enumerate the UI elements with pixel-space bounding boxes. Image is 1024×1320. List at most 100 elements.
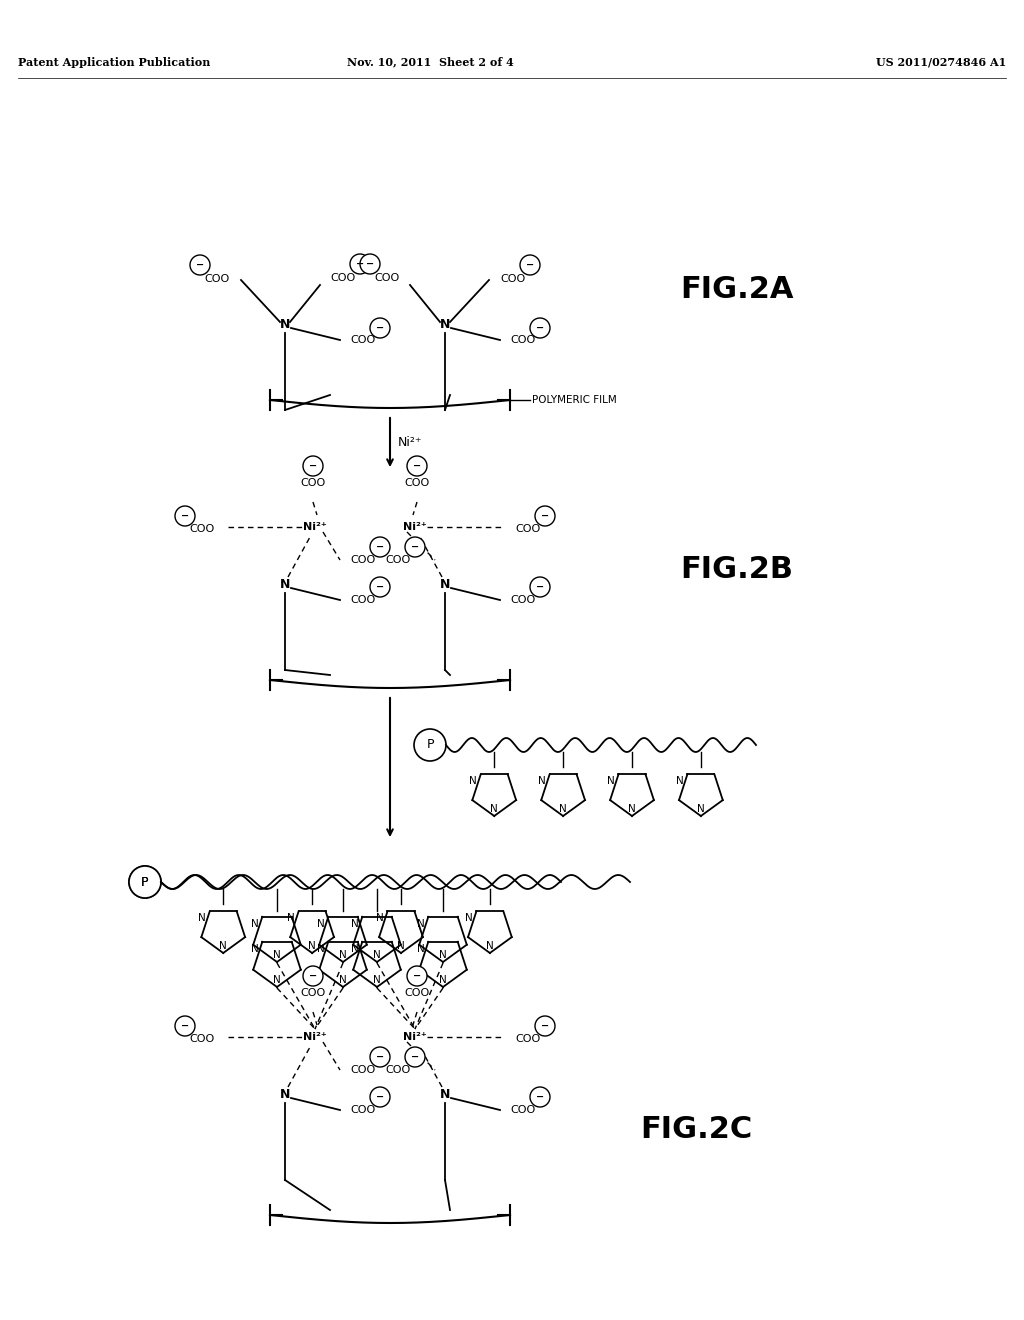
Text: −: − (376, 1052, 384, 1063)
Text: COO: COO (385, 554, 411, 565)
Text: N: N (469, 776, 477, 787)
Text: COO: COO (330, 273, 355, 282)
Text: N: N (697, 804, 705, 814)
Text: N: N (316, 944, 325, 954)
Text: N: N (538, 776, 546, 787)
Text: N: N (280, 578, 290, 591)
Text: −: − (376, 323, 384, 333)
Text: N: N (350, 919, 358, 929)
Circle shape (535, 1016, 555, 1036)
Text: Nov. 10, 2011  Sheet 2 of 4: Nov. 10, 2011 Sheet 2 of 4 (347, 57, 513, 67)
Text: −: − (309, 461, 317, 471)
Text: N: N (490, 804, 498, 814)
Text: N: N (339, 950, 347, 960)
Text: US 2011/0274846 A1: US 2011/0274846 A1 (876, 57, 1006, 67)
Text: N: N (417, 919, 424, 929)
Text: COO: COO (375, 273, 400, 282)
Text: N: N (486, 941, 494, 950)
Text: N: N (607, 776, 614, 787)
Text: COO: COO (205, 275, 230, 284)
Text: N: N (350, 944, 358, 954)
Circle shape (370, 1086, 390, 1107)
Text: N: N (273, 975, 281, 985)
Text: FIG.2B: FIG.2B (680, 556, 793, 585)
Text: COO: COO (350, 595, 375, 605)
Circle shape (530, 1086, 550, 1107)
Text: Ni²⁺: Ni²⁺ (403, 521, 427, 532)
Circle shape (530, 577, 550, 597)
Text: COO: COO (300, 478, 326, 488)
Text: N: N (559, 804, 567, 814)
Text: COO: COO (500, 275, 525, 284)
Circle shape (406, 537, 425, 557)
Text: N: N (316, 919, 325, 929)
Circle shape (129, 866, 161, 898)
Text: −: − (541, 1020, 549, 1031)
Text: −: − (366, 259, 374, 269)
Text: N: N (280, 318, 290, 331)
Text: Ni²⁺: Ni²⁺ (303, 521, 327, 532)
Circle shape (303, 966, 323, 986)
Text: COO: COO (515, 524, 541, 535)
Circle shape (190, 255, 210, 275)
Circle shape (370, 1047, 390, 1067)
Circle shape (407, 455, 427, 477)
Circle shape (520, 255, 540, 275)
Text: −: − (411, 1052, 419, 1063)
Text: −: − (376, 543, 384, 552)
Text: −: − (181, 1020, 189, 1031)
Text: −: − (536, 323, 544, 333)
Text: N: N (439, 950, 446, 960)
Text: COO: COO (510, 595, 536, 605)
Text: Patent Application Publication: Patent Application Publication (18, 57, 210, 67)
Text: N: N (465, 913, 472, 924)
Circle shape (530, 318, 550, 338)
Text: COO: COO (385, 1065, 411, 1074)
Text: N: N (339, 975, 347, 985)
Text: COO: COO (404, 478, 430, 488)
Text: COO: COO (350, 1105, 375, 1115)
Text: FIG.2C: FIG.2C (640, 1115, 753, 1144)
Text: COO: COO (300, 987, 326, 998)
Text: N: N (440, 318, 451, 331)
Text: −: − (413, 461, 421, 471)
Text: COO: COO (404, 987, 430, 998)
Circle shape (350, 253, 370, 275)
Text: COO: COO (189, 524, 215, 535)
Circle shape (535, 506, 555, 525)
Text: N: N (273, 950, 281, 960)
Text: COO: COO (189, 1034, 215, 1044)
Text: N: N (373, 950, 381, 960)
Text: N: N (198, 913, 206, 924)
Text: COO: COO (350, 554, 375, 565)
Text: Ni²⁺: Ni²⁺ (398, 437, 423, 450)
Text: N: N (219, 941, 227, 950)
Text: N: N (251, 944, 258, 954)
Text: P: P (141, 875, 148, 888)
Circle shape (370, 537, 390, 557)
Text: COO: COO (350, 1065, 375, 1074)
Text: FIG.2A: FIG.2A (680, 276, 794, 305)
Text: −: − (411, 543, 419, 552)
Text: Ni²⁺: Ni²⁺ (303, 1032, 327, 1041)
Text: POLYMERIC FILM: POLYMERIC FILM (532, 395, 616, 405)
Text: −: − (541, 511, 549, 521)
Text: P: P (141, 875, 148, 888)
Text: −: − (309, 972, 317, 981)
Text: −: − (536, 1092, 544, 1102)
Text: N: N (308, 941, 316, 950)
Text: COO: COO (510, 1105, 536, 1115)
Text: N: N (676, 776, 683, 787)
Circle shape (303, 455, 323, 477)
Text: N: N (373, 975, 381, 985)
Text: P: P (426, 738, 434, 751)
Text: N: N (440, 578, 451, 591)
Circle shape (129, 866, 161, 898)
Text: N: N (439, 975, 446, 985)
Text: −: − (196, 260, 204, 271)
Circle shape (370, 318, 390, 338)
Text: N: N (440, 1089, 451, 1101)
Circle shape (360, 253, 380, 275)
Text: −: − (181, 511, 189, 521)
Text: −: − (526, 260, 535, 271)
